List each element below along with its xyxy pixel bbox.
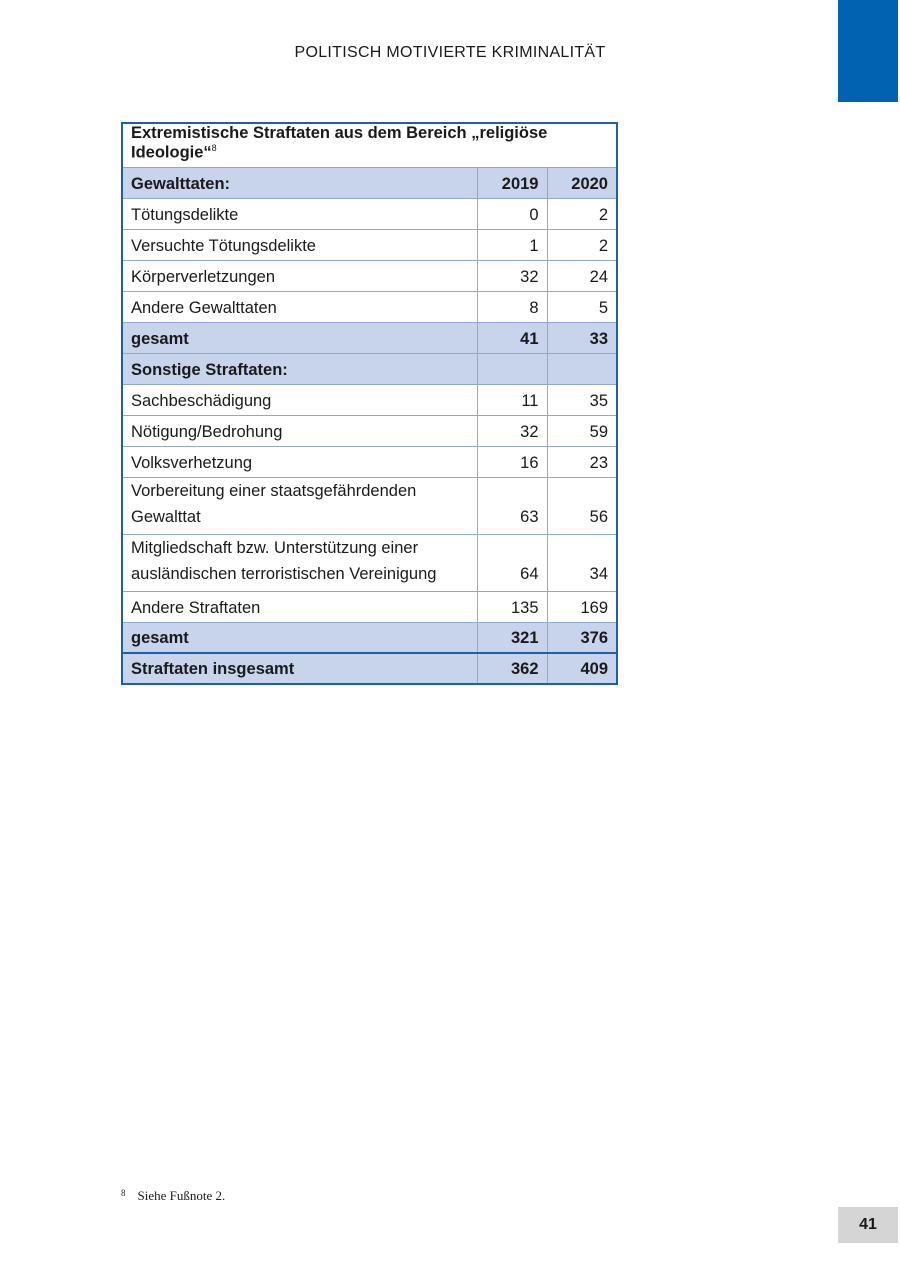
table-row: Volksverhetzung 16 23 [122, 445, 617, 477]
page-number: 41 [838, 1207, 898, 1243]
table-row: Versuchte Tötungsdelikte 1 2 [122, 228, 617, 260]
value-2020: 23 [546, 445, 617, 477]
value-2020: 34 [546, 533, 617, 591]
table-title: Extremistische Straftaten aus dem Bereic… [122, 123, 617, 167]
value-2020: 35 [546, 383, 617, 415]
value-2019: 321 [476, 621, 547, 653]
row-label: Versuchte Tötungsdelikte [122, 228, 477, 260]
row-label: Körperverletzungen [122, 259, 477, 291]
value-2019: 32 [476, 259, 547, 291]
value-2020: 33 [546, 321, 617, 353]
footnote-text: Siehe Fußnote 2. [137, 1188, 226, 1203]
value-2020: 169 [546, 590, 617, 622]
section-header-row: Gewalttaten: 2019 2020 [122, 166, 617, 198]
section-label: Gewalttaten: [122, 166, 477, 198]
value-2020: 2 [546, 228, 617, 260]
value-2019: 362 [476, 652, 547, 684]
value-2020: 24 [546, 259, 617, 291]
table-row: Sachbeschädigung 11 35 [122, 383, 617, 415]
footnote-mark: 8 [121, 1188, 126, 1198]
table-row: Andere Straftaten 135 169 [122, 590, 617, 622]
grand-total-row: Straftaten insgesamt 362 409 [122, 652, 617, 684]
table-row: Körperverletzungen 32 24 [122, 259, 617, 291]
value-2019: 16 [476, 445, 547, 477]
row-label: gesamt [122, 321, 477, 353]
value-2019: 41 [476, 321, 547, 353]
value-2019: 1 [476, 228, 547, 260]
row-label: Vorbereitung einer staatsgefährdenden Ge… [122, 476, 477, 534]
running-header: POLITISCH MOTIVIERTE KRIMINALITÄT [294, 44, 606, 61]
table-row: Nötigung/Bedrohung 32 59 [122, 414, 617, 446]
value-2020: 2 [546, 197, 617, 229]
subtotal-row: gesamt 321 376 [122, 621, 617, 653]
value-2019: 32 [476, 414, 547, 446]
row-label: Nötigung/Bedrohung [122, 414, 477, 446]
value-2019: 63 [476, 476, 547, 534]
section-label: Sonstige Straftaten: [122, 352, 477, 384]
row-label: Andere Straftaten [122, 590, 477, 622]
statistics-table: Extremistische Straftaten aus dem Bereic… [121, 122, 618, 685]
value-2020: 56 [546, 476, 617, 534]
value-2019: 135 [476, 590, 547, 622]
table-title-row: Extremistische Straftaten aus dem Bereic… [122, 123, 617, 167]
row-label: Straftaten insgesamt [122, 652, 477, 684]
column-header-2020: 2020 [546, 166, 617, 198]
table-row: Andere Gewalttaten 8 5 [122, 290, 617, 322]
empty-cell [476, 352, 547, 384]
footnote-ref: 8 [211, 143, 217, 153]
chapter-tab [838, 0, 898, 102]
row-label: Tötungsdelikte [122, 197, 477, 229]
value-2020: 59 [546, 414, 617, 446]
table-title-text: Extremistische Straftaten aus dem Bereic… [131, 124, 548, 162]
row-label: gesamt [122, 621, 477, 653]
value-2020: 409 [546, 652, 617, 684]
value-2019: 11 [476, 383, 547, 415]
row-label: Volksverhetzung [122, 445, 477, 477]
table-row: Mitgliedschaft bzw. Unterstützung einer … [122, 533, 617, 591]
row-label: Sachbeschädigung [122, 383, 477, 415]
empty-cell [546, 352, 617, 384]
table-row: Vorbereitung einer staatsgefährdenden Ge… [122, 476, 617, 534]
column-header-2019: 2019 [476, 166, 547, 198]
row-label: Andere Gewalttaten [122, 290, 477, 322]
value-2019: 0 [476, 197, 547, 229]
subtotal-row: gesamt 41 33 [122, 321, 617, 353]
value-2019: 8 [476, 290, 547, 322]
footnote: 8 Siehe Fußnote 2. [121, 1188, 225, 1204]
table-row: Tötungsdelikte 0 2 [122, 197, 617, 229]
row-label: Mitgliedschaft bzw. Unterstützung einer … [122, 533, 477, 591]
value-2020: 376 [546, 621, 617, 653]
value-2019: 64 [476, 533, 547, 591]
section-header-row: Sonstige Straftaten: [122, 352, 617, 384]
value-2020: 5 [546, 290, 617, 322]
